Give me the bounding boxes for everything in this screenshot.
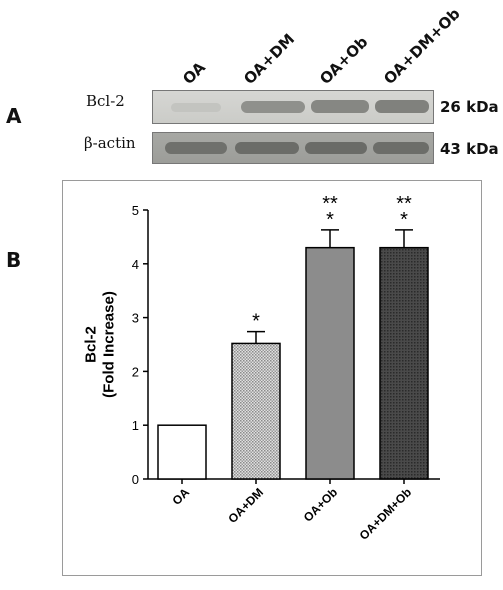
chart-frame [62, 180, 482, 576]
significance-marker: * [400, 209, 408, 231]
x-tick-label: OA+Ob [301, 485, 340, 524]
bar [157, 424, 207, 480]
blot-band [373, 142, 429, 154]
y-tick-label: 5 [132, 203, 139, 218]
x-tick-label: OA+DM+Ob [357, 485, 415, 543]
beta-actin-blot-strip [152, 132, 434, 164]
bar [305, 246, 355, 480]
blot-band [171, 103, 221, 112]
y-tick-label: 0 [132, 472, 139, 487]
x-tick-label: OA [169, 485, 192, 508]
y-tick-label: 4 [132, 257, 139, 272]
blot-band [235, 142, 299, 154]
panel-label-a: A [6, 104, 22, 128]
bar [231, 342, 281, 480]
blot-band [375, 100, 429, 113]
bcl2-blot-strip [152, 90, 434, 124]
y-axis-label: Bcl-2(Fold Increase) [83, 291, 118, 398]
blot-row-name: Bcl-2 [86, 92, 125, 110]
significance-marker: * [326, 209, 334, 231]
y-tick-label: 2 [132, 364, 139, 379]
blot-band [311, 100, 369, 113]
panel-label-b: B [6, 248, 22, 272]
significance-marker: ** [396, 193, 412, 215]
blot-band [241, 101, 305, 113]
blot-band [305, 142, 367, 154]
significance-marker: * [252, 311, 260, 333]
blot-band [165, 142, 227, 154]
x-tick-label: OA+DM [225, 485, 266, 526]
y-tick-label: 1 [132, 418, 139, 433]
blot-row-name: β-actin [84, 134, 136, 152]
significance-marker: ** [322, 193, 338, 215]
blot-kda-label: 26 kDa [440, 98, 499, 116]
blot-kda-label: 43 kDa [440, 140, 499, 158]
y-tick-label: 3 [132, 311, 139, 326]
bar [379, 246, 429, 480]
